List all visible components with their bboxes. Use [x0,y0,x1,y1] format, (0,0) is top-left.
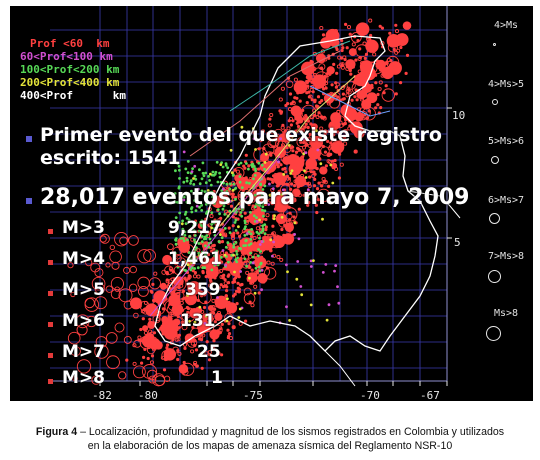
stat-bullet-4 [48,353,53,358]
mag-label-0: 4>Ms [493,20,519,31]
lat-label-10: 10 [452,109,466,122]
lon-label-82: -82 [92,389,112,401]
stat-bullet-1 [48,260,53,265]
mag-circle-3 [489,213,500,224]
caption-prefix: Figura 4 [35,426,78,438]
headline-1-line2: escrito: 1541 [40,147,181,169]
legend-depth-0: Prof <60 km [30,37,110,50]
border-line-east [407,190,461,219]
headline-1-bullet [26,136,32,142]
stat-bullet-5 [48,379,53,384]
axis-tick-marks [99,107,452,386]
caption-line1: – Localización, profundidad y magnitud d… [77,426,505,438]
mag-label-2: 5>Ms>6 [487,136,525,147]
mag-circle-5 [486,326,501,341]
headline-2-bullet [26,198,32,204]
fault-line-2 [189,50,341,157]
legend-depth-4: 400<Prof km [20,89,126,102]
lat-label-5: 5 [454,236,461,249]
earthquake-points [67,18,412,387]
lon-label-75: -75 [243,389,263,401]
border-line-south [324,350,356,387]
mag-circle-2 [491,156,499,164]
stat-value-4: 25 [197,342,221,362]
mag-label-5: Ms>8 [493,308,519,319]
stat-label-4: M>7 [62,342,105,362]
stat-label-3: M>6 [62,311,105,331]
headline-1-line1: Primer evento del que existe registro [40,124,442,146]
stat-value-2: 359 [185,280,221,300]
fault-line-4 [149,155,281,317]
mag-label-1: 4>Ms>5 [487,79,525,90]
caption-line2: en la elaboración de los mapas de amenaz… [87,440,453,452]
mag-circle-1 [492,99,498,105]
legend-depth-3: 200<Prof<400 km [20,76,120,89]
mag-circle-4 [488,270,501,283]
stat-value-0: 9,217 [168,218,222,238]
fault-line-3 [219,75,356,227]
stat-bullet-0 [48,229,53,234]
legend-depth-1: 60<Prof<100 km [20,50,113,63]
map-canvas [50,6,461,387]
stat-bullet-2 [48,291,53,296]
mag-label-4: 7>Ms>8 [487,251,525,262]
mag-label-3: 6>Ms>7 [487,195,525,206]
lon-label-80: -80 [138,389,158,401]
stat-label-0: M>3 [62,218,105,238]
fault-line-5 [309,85,391,117]
fault-line-1 [229,40,351,112]
colombia-outline [154,35,439,352]
stat-value-3: 131 [180,311,216,331]
figure-caption: Figura 4 – Localización, profundidad y m… [6,425,534,453]
legend-depth-2: 100<Prof<200 km [20,63,120,76]
mag-circle-0 [493,43,496,46]
stat-label-1: M>4 [62,249,105,269]
seismicity-map: Prof <60 km 60<Prof<100 km 100<Prof<200 … [10,6,533,401]
coastline-outline [149,35,461,387]
stat-label-5: M>8 [62,368,105,388]
lon-label-70: -70 [360,389,380,401]
stat-value-5: 1 [211,368,223,388]
lon-label-67: -67 [420,389,440,401]
headline-2: 28,017 eventos para mayo 7, 2009 [40,185,470,210]
stat-bullet-3 [48,322,53,327]
stat-value-1: 1,461 [168,249,222,269]
stat-label-2: M>5 [62,280,105,300]
